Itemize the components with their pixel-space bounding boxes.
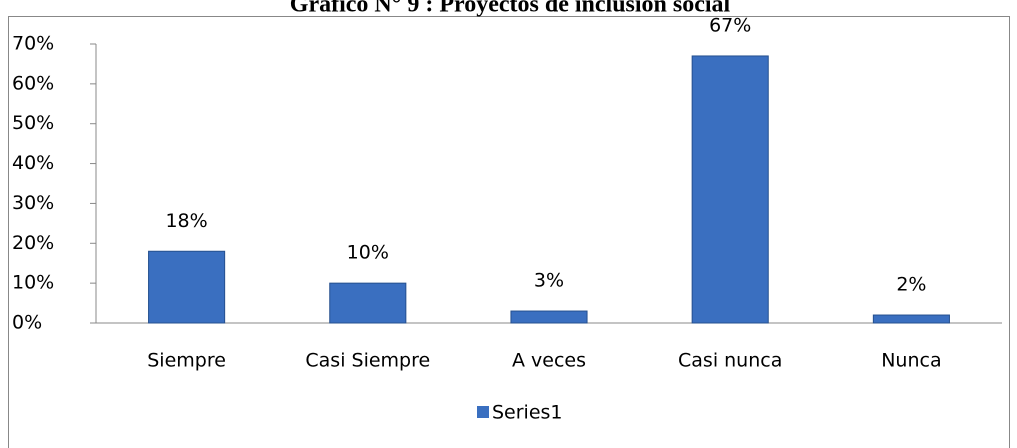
data-label: 18%	[165, 210, 207, 232]
legend-swatch	[477, 406, 489, 418]
bar	[148, 250, 226, 324]
y-tick-label: 70%	[12, 33, 54, 55]
x-tick-label: Casi nunca	[678, 350, 782, 372]
data-label: 3%	[534, 270, 564, 292]
y-tick-label: 0%	[12, 312, 42, 334]
y-tick-label: 40%	[12, 152, 54, 174]
chart-frame	[8, 16, 1010, 448]
bar	[329, 282, 407, 324]
y-tick-label: 50%	[12, 112, 54, 134]
y-tick-label: 60%	[12, 72, 54, 94]
x-tick-label: Siempre	[147, 350, 226, 372]
bar	[510, 310, 588, 324]
data-label: 10%	[347, 242, 389, 264]
data-label: 67%	[709, 14, 751, 36]
bar	[691, 55, 769, 324]
chart-title: Gráfico N° 9 : Proyectos de inclusión so…	[290, 0, 731, 18]
y-tick-label: 30%	[12, 192, 54, 214]
x-tick-label: A veces	[512, 350, 586, 372]
x-tick-label: Nunca	[881, 350, 941, 372]
y-tick-label: 10%	[12, 272, 54, 294]
x-tick-label: Casi Siempre	[305, 350, 430, 372]
legend-label: Series1	[492, 402, 563, 424]
y-tick-label: 20%	[12, 232, 54, 254]
bar	[872, 314, 950, 324]
data-label: 2%	[896, 274, 926, 296]
